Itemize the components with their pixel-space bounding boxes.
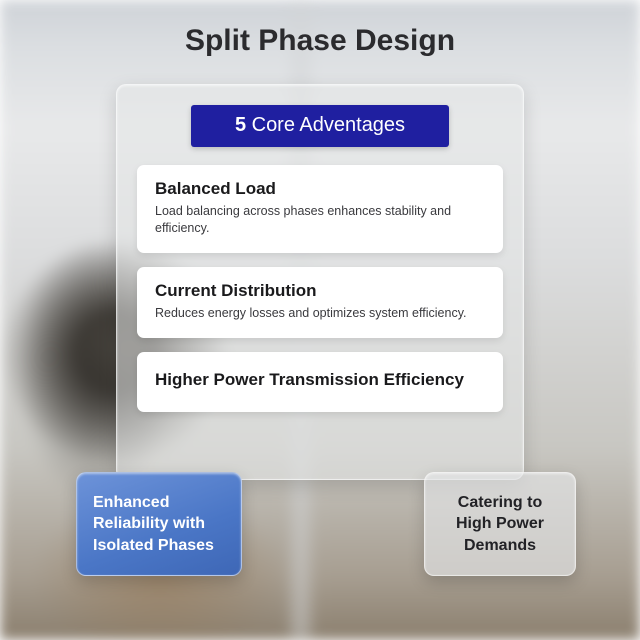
advantage-card-title: Balanced Load (155, 179, 485, 199)
advantage-card-desc: Reduces energy losses and optimizes syst… (155, 305, 485, 322)
chip-text: Enhanced Reliability with Isolated Phase… (93, 492, 225, 557)
advantage-card: Higher Power Transmission Efficiency (137, 352, 503, 412)
panel-header: 5 Core Adventages (191, 105, 449, 147)
page-title: Split Phase Design (0, 24, 640, 58)
advantage-card-desc: Load balancing across phases enhances st… (155, 203, 485, 237)
chip-high-power: Catering to High Power Demands (424, 472, 576, 576)
advantage-card: Balanced Load Load balancing across phas… (137, 165, 503, 253)
advantage-card-title: Current Distribution (155, 281, 485, 301)
panel-header-text: Core Adventages (246, 114, 405, 136)
chip-text: Catering to High Power Demands (441, 492, 559, 557)
advantage-card-title: Higher Power Transmission Efficiency (155, 370, 485, 390)
advantage-card: Current Distribution Reduces energy loss… (137, 267, 503, 338)
panel-header-number: 5 (235, 114, 246, 136)
advantages-panel: 5 Core Adventages Balanced Load Load bal… (116, 84, 524, 480)
chip-enhanced-reliability: Enhanced Reliability with Isolated Phase… (76, 472, 242, 576)
